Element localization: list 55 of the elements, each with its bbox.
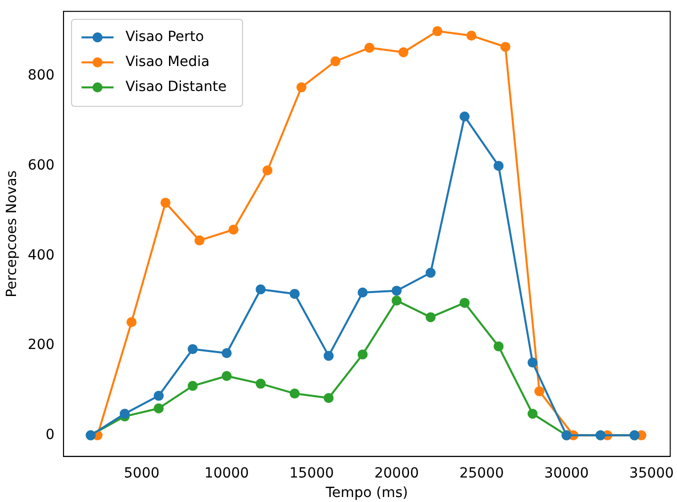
point xyxy=(256,284,266,294)
legend-label: Visao Distante xyxy=(126,79,227,96)
point xyxy=(222,371,232,382)
point xyxy=(528,408,538,419)
point xyxy=(392,296,402,306)
point xyxy=(426,268,436,278)
point xyxy=(534,386,544,396)
y-axis-title: Percepcoes Novas xyxy=(4,170,20,298)
point xyxy=(154,403,164,414)
x-tick-label: 10000 xyxy=(204,465,249,482)
x-tick-label: 5000 xyxy=(124,465,160,482)
point xyxy=(398,47,408,58)
legend-label: Visao Perto xyxy=(126,29,204,46)
point xyxy=(120,408,130,419)
point xyxy=(358,288,368,298)
point xyxy=(160,198,170,208)
point xyxy=(324,350,334,361)
legend-label: Visao Media xyxy=(126,54,210,70)
point xyxy=(466,30,476,41)
point xyxy=(188,344,198,354)
point xyxy=(528,358,538,368)
point xyxy=(500,42,510,52)
x-tick-label: 30000 xyxy=(544,465,589,482)
point xyxy=(296,82,306,92)
point xyxy=(494,160,504,171)
point xyxy=(324,393,334,404)
point xyxy=(290,388,300,399)
point xyxy=(256,378,266,389)
point xyxy=(330,56,340,66)
point xyxy=(126,317,136,328)
point xyxy=(262,165,272,176)
x-axis-title: Tempo (ms) xyxy=(324,485,408,502)
x-tick-label: 15000 xyxy=(289,465,334,482)
y-tick-label: 0 xyxy=(46,426,55,443)
y-tick-label: 200 xyxy=(28,337,55,354)
point xyxy=(290,288,300,299)
point xyxy=(194,235,204,246)
x-tick-label: 35000 xyxy=(629,465,674,482)
point xyxy=(364,42,374,53)
point xyxy=(188,380,198,391)
y-tick-label: 400 xyxy=(28,247,55,264)
point xyxy=(426,312,436,322)
y-tick-label: 600 xyxy=(28,158,55,174)
point xyxy=(494,341,504,352)
x-tick-label: 25000 xyxy=(459,465,504,482)
point xyxy=(432,26,442,36)
x-tick-label: 20000 xyxy=(374,465,419,482)
y-tick-label: 800 xyxy=(28,68,55,84)
point xyxy=(358,349,368,360)
point xyxy=(222,348,232,358)
point xyxy=(460,298,470,308)
point xyxy=(460,111,470,122)
point xyxy=(228,224,238,235)
point xyxy=(392,286,402,296)
point xyxy=(154,390,164,401)
